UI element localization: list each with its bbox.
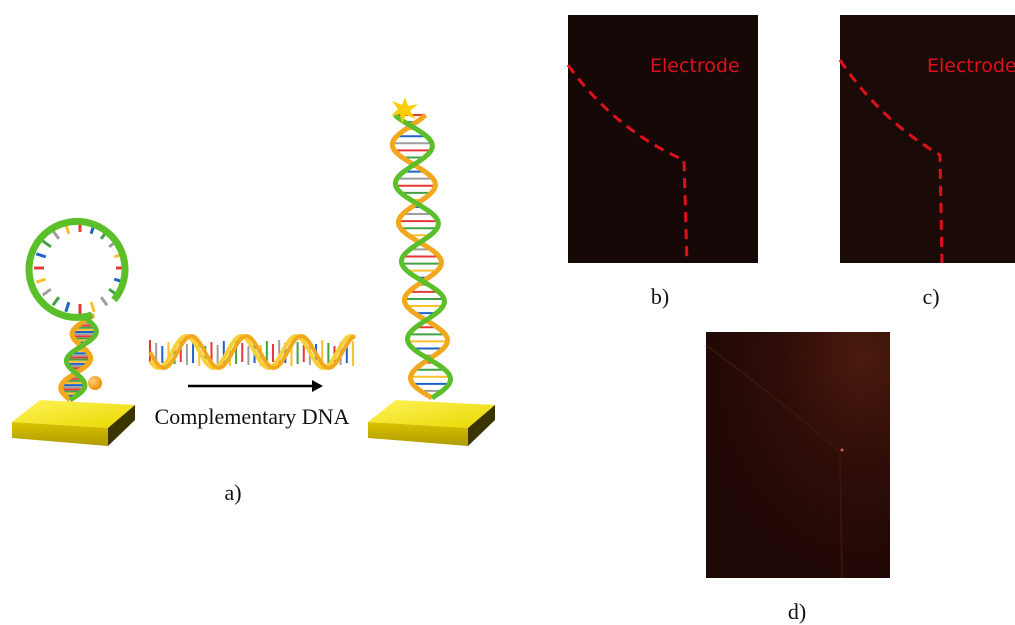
annotation: Electrode: [650, 55, 740, 77]
panel-label: c): [922, 284, 939, 309]
dna-strand: [43, 289, 51, 295]
dna-strand: [101, 297, 107, 305]
annotation: Electrode: [927, 55, 1015, 77]
dna-strand: [43, 241, 51, 247]
gold-plate-left: [12, 400, 135, 446]
dna-strand: [91, 302, 94, 312]
panel-label: a): [224, 480, 241, 505]
caption: Complementary DNA: [155, 404, 350, 429]
dna-strand: [53, 297, 59, 305]
quencher-dot: [88, 376, 102, 390]
figure: Complementary DNA a) Electrode b) Electr…: [0, 0, 1015, 625]
micrograph: [568, 15, 758, 263]
micrograph: [840, 15, 1015, 263]
dna-illustrations: [29, 115, 450, 400]
dna-strand: [66, 302, 69, 312]
arrow-head: [312, 380, 323, 392]
dna-strand: [36, 279, 46, 282]
panel-label: b): [651, 284, 669, 309]
speck: [841, 449, 844, 452]
dna-strand: [53, 231, 59, 239]
panel-label: d): [788, 599, 806, 624]
dna-strand: [36, 254, 46, 257]
micrograph: [706, 332, 890, 578]
page: Complementary DNA a) Electrode b) Electr…: [0, 0, 1015, 625]
gold-plate-right: [368, 400, 495, 446]
